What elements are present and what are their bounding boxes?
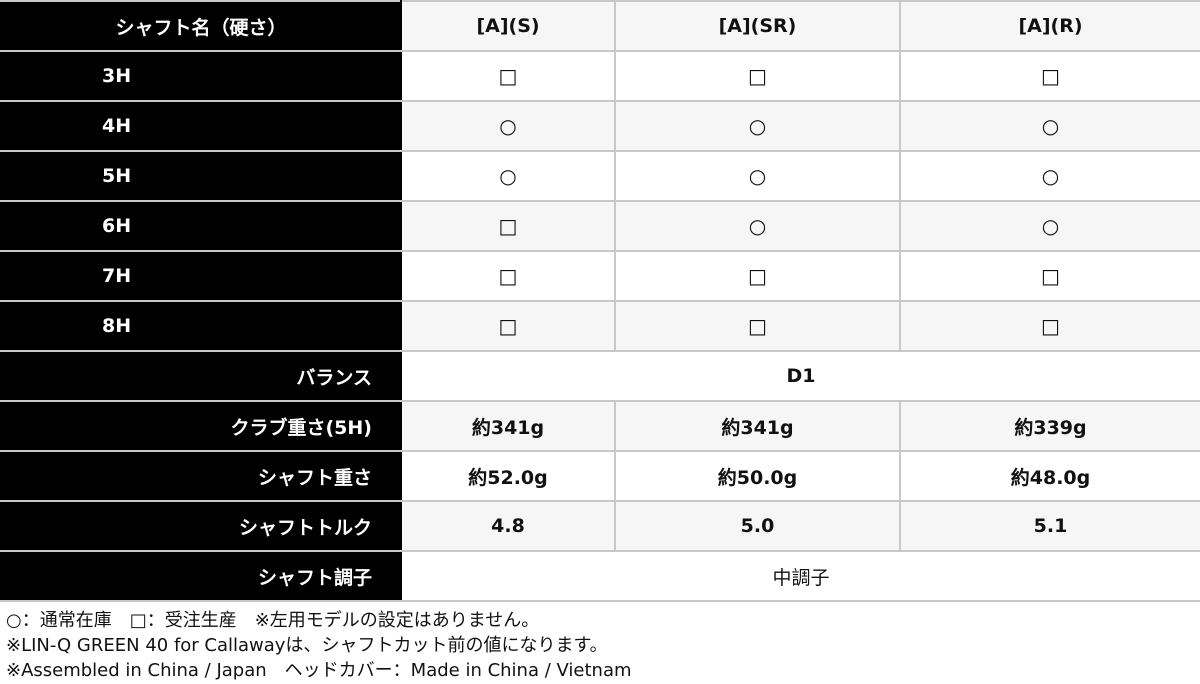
row-label: 4H — [0, 100, 402, 152]
availability-mark: □ — [400, 300, 616, 352]
torque-value: 5.1 — [899, 500, 1200, 552]
availability-mark: ○ — [400, 100, 616, 152]
table-row: 7H □ □ □ — [0, 250, 1200, 302]
availability-mark: ○ — [899, 200, 1200, 252]
footnote: ○：通常在庫 □：受注生産 ※左用モデルの設定はありません。 — [6, 610, 540, 631]
shaft-weight-value: 約52.0g — [400, 450, 616, 502]
shaft-weight-value: 約48.0g — [899, 450, 1200, 502]
availability-mark: □ — [899, 300, 1200, 352]
shaft-weight-label: シャフト重さ — [0, 450, 402, 502]
table-row: 6H □ ○ ○ — [0, 200, 1200, 252]
torque-value: 5.0 — [614, 500, 901, 552]
availability-mark: ○ — [899, 100, 1200, 152]
availability-mark: ○ — [400, 150, 616, 202]
table-row: 5H ○ ○ ○ — [0, 150, 1200, 202]
availability-mark: □ — [400, 250, 616, 302]
availability-mark: ○ — [614, 200, 901, 252]
club-weight-value: 約339g — [899, 400, 1200, 452]
club-weight-value: 約341g — [400, 400, 616, 452]
kick-point-label: シャフト調子 — [0, 550, 402, 602]
table-row: 8H □ □ □ — [0, 300, 1200, 352]
availability-mark: □ — [899, 50, 1200, 102]
torque-value: 4.8 — [400, 500, 616, 552]
footnote: ※Assembled in China / Japan ヘッドカバー：Made … — [6, 660, 632, 681]
balance-value: D1 — [400, 350, 1200, 402]
availability-mark: □ — [400, 200, 616, 252]
row-label: 7H — [0, 250, 402, 302]
footnote: ※LIN-Q GREEN 40 for Callawayは、シャフトカット前の値… — [6, 635, 608, 656]
header-row: シャフト名（硬さ） [A](S) [A](SR) [A](R) — [0, 0, 1200, 52]
row-label: 5H — [0, 150, 402, 202]
club-weight-row: クラブ重さ(5H) 約341g 約341g 約339g — [0, 400, 1200, 452]
torque-row: シャフトトルク 4.8 5.0 5.1 — [0, 500, 1200, 552]
row-label: 8H — [0, 300, 402, 352]
availability-mark: □ — [899, 250, 1200, 302]
header-label: シャフト名（硬さ） — [0, 0, 402, 52]
kick-point-value: 中調子 — [400, 550, 1200, 602]
availability-mark: ○ — [899, 150, 1200, 202]
table-row: 3H □ □ □ — [0, 50, 1200, 102]
kick-point-row: シャフト調子 中調子 — [0, 550, 1200, 602]
balance-row: バランス D1 — [0, 350, 1200, 402]
availability-mark: ○ — [614, 150, 901, 202]
availability-mark: □ — [614, 300, 901, 352]
availability-mark: □ — [614, 50, 901, 102]
column-header: [A](S) — [400, 0, 616, 52]
row-label: 3H — [0, 50, 402, 102]
shaft-weight-value: 約50.0g — [614, 450, 901, 502]
club-weight-value: 約341g — [614, 400, 901, 452]
spec-table: シャフト名（硬さ） [A](S) [A](SR) [A](R) 3H □ □ □ 4H… — [0, 0, 1200, 602]
club-weight-label: クラブ重さ(5H) — [0, 400, 402, 452]
balance-label: バランス — [0, 350, 402, 402]
column-header: [A](SR) — [614, 0, 901, 52]
column-header: [A](R) — [899, 0, 1200, 52]
availability-mark: □ — [400, 50, 616, 102]
row-label: 6H — [0, 200, 402, 252]
availability-mark: □ — [614, 250, 901, 302]
shaft-weight-row: シャフト重さ 約52.0g 約50.0g 約48.0g — [0, 450, 1200, 502]
torque-label: シャフトトルク — [0, 500, 402, 552]
footnotes: ○：通常在庫 □：受注生産 ※左用モデルの設定はありません。 ※LIN-Q GR… — [0, 602, 1200, 683]
table-row: 4H ○ ○ ○ — [0, 100, 1200, 152]
availability-mark: ○ — [614, 100, 901, 152]
